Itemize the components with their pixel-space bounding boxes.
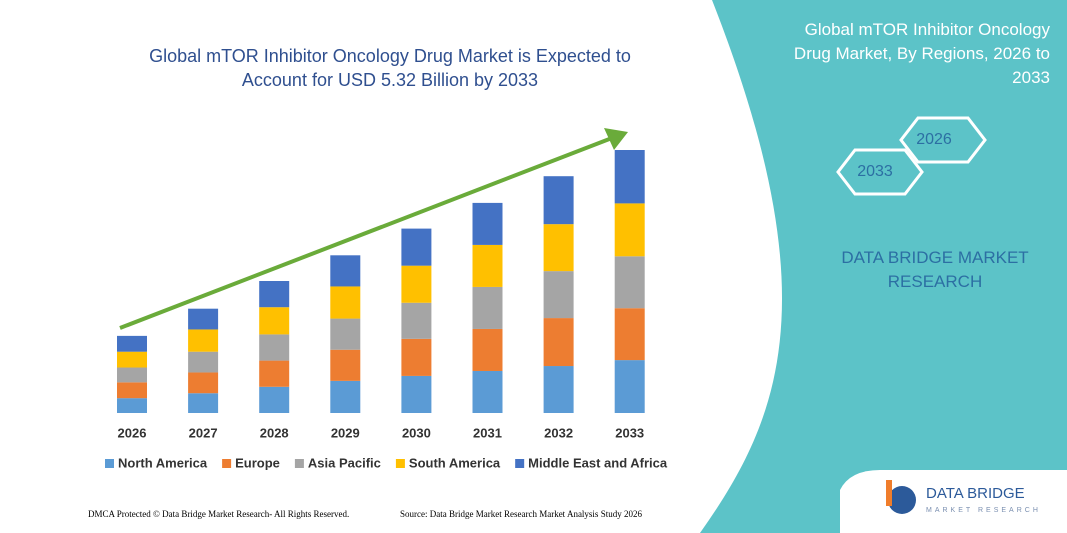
x-tick-label: 2033 <box>615 425 644 440</box>
legend-label: Europe <box>235 455 280 470</box>
bar-segment <box>543 224 574 272</box>
bar-segment <box>259 360 290 387</box>
bar-segment <box>472 202 503 245</box>
bar-segment <box>188 393 219 413</box>
logo-icon <box>888 486 916 514</box>
bar-segment <box>330 286 361 319</box>
bar-segment <box>117 398 147 413</box>
bar-segment <box>117 351 147 368</box>
bar-segment <box>117 382 147 399</box>
legend-swatch <box>515 459 525 468</box>
bar-segment <box>188 308 219 330</box>
bar-segment <box>543 318 574 367</box>
bar-segment <box>472 286 503 329</box>
bar-segment <box>259 281 290 308</box>
logo-name: DATA BRIDGE <box>926 485 1025 502</box>
logo-area <box>840 470 1067 533</box>
bar-segment <box>259 334 290 361</box>
legend-label: South America <box>409 455 501 470</box>
brand: DATA BRIDGE MARKET RESEARCH <box>841 248 1029 291</box>
hexagon <box>836 148 924 196</box>
bar-segment <box>259 307 290 335</box>
bar-segment <box>401 338 432 376</box>
bar-segment <box>401 228 432 266</box>
legend-swatch <box>105 459 114 468</box>
footer-right: Source: Data Bridge Market Research Mark… <box>400 509 642 519</box>
x-tick-label: 2032 <box>544 425 573 440</box>
bar-segment <box>330 380 361 413</box>
bar-segment <box>543 271 574 319</box>
legend-swatch <box>395 459 405 468</box>
bar-segment <box>543 366 574 413</box>
logo-icon <box>886 480 892 506</box>
x-tick-label: 2031 <box>473 425 502 440</box>
bar-segment <box>401 375 432 413</box>
x-tick-label: 2030 <box>402 425 431 440</box>
bar-segment <box>543 176 574 225</box>
bar-segment <box>401 265 432 303</box>
x-tick-label: 2027 <box>189 425 218 440</box>
side-panel <box>700 0 1067 533</box>
trend-arrow-head <box>604 128 628 150</box>
hexagon <box>899 116 987 164</box>
bar-segment <box>614 360 645 413</box>
bar-segment <box>188 329 219 352</box>
chart-title: Global mTOR Inhibitor Oncology Drug Mark… <box>149 46 631 90</box>
footer-left: DMCA Protected © Data Bridge Market Rese… <box>88 509 349 519</box>
bar-segment <box>259 386 290 413</box>
legend-label: North America <box>118 455 208 470</box>
bar-segment <box>614 308 645 361</box>
legend-swatch <box>294 459 304 468</box>
logo-tagline: MARKET RESEARCH <box>926 507 1041 514</box>
hexagon-label: 2033 <box>857 163 893 180</box>
bar-segment <box>117 367 147 383</box>
bar-segment <box>188 372 219 394</box>
bar-segment <box>188 351 219 373</box>
panel-title: Global mTOR Inhibitor Oncology Drug Mark… <box>793 20 1050 87</box>
hexagon-label: 2026 <box>916 131 952 148</box>
bar-segment <box>614 256 645 309</box>
legend-swatch <box>222 459 232 468</box>
bar-segment <box>117 335 147 352</box>
bar-segment <box>472 244 503 287</box>
bar-segment <box>401 302 432 339</box>
legend-label: Asia Pacific <box>308 455 381 470</box>
legend-label: Middle East and Africa <box>528 455 668 470</box>
bar-segment <box>472 370 503 413</box>
bar-segment <box>330 318 361 350</box>
bar-segment <box>614 203 645 257</box>
trend-arrow <box>119 136 613 330</box>
bar-segment <box>330 255 361 287</box>
bar-segment <box>614 150 645 204</box>
bar-segment <box>330 349 361 381</box>
x-tick-label: 2028 <box>260 425 289 440</box>
x-tick-label: 2026 <box>118 425 147 440</box>
x-tick-label: 2029 <box>331 425 360 440</box>
bar-segment <box>472 328 503 371</box>
